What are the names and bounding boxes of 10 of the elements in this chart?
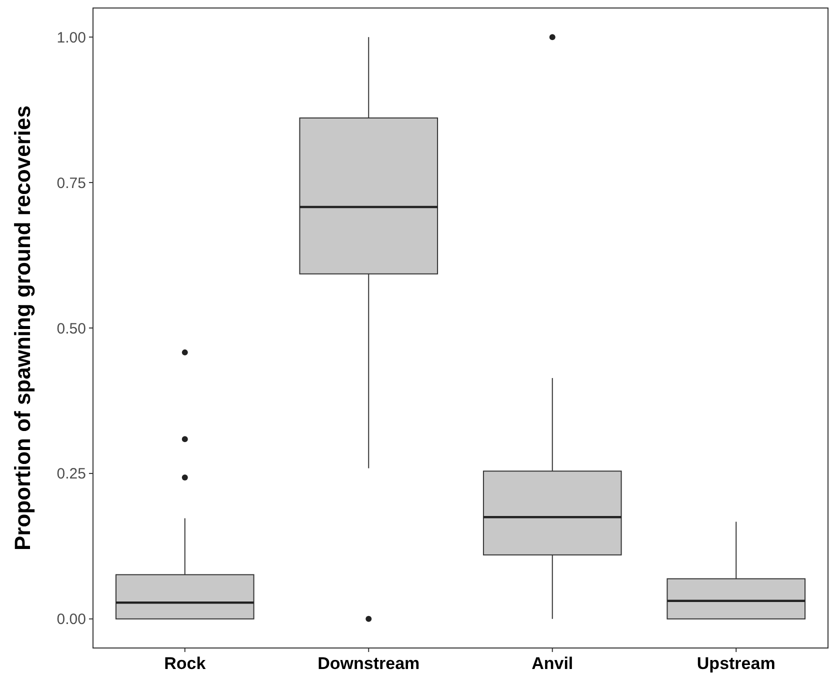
y-tick-label: 1.00 (56, 29, 86, 46)
x-tick-label: Upstream (696, 654, 776, 673)
y-tick-label: 0.50 (56, 320, 86, 338)
y-tick-label: 0.25 (56, 466, 86, 483)
y-tick-label: 0.75 (56, 174, 86, 192)
x-tick-label: Rock (164, 654, 206, 673)
y-axis-title: Proportion of spawning ground recoveries (10, 106, 35, 550)
x-tick-label: Downstream (318, 654, 420, 673)
y-tick-label: 0.00 (56, 611, 86, 628)
x-tick-label: Anvil (532, 654, 574, 673)
